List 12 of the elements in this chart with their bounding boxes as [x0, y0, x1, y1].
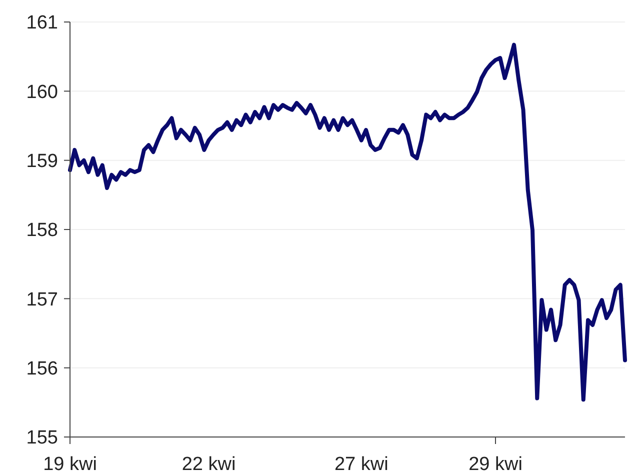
y-tick-label: 156: [26, 358, 58, 380]
x-tick-label: 29 kwi: [468, 454, 522, 474]
y-tick-label: 161: [26, 12, 58, 34]
x-tick-label: 27 kwi: [334, 454, 388, 474]
y-tick-label: 158: [26, 220, 58, 242]
y-tick-label: 159: [26, 150, 58, 172]
x-tick-label: 19 kwi: [43, 454, 97, 474]
y-tick-label: 160: [26, 82, 58, 103]
y-tick-label: 155: [26, 428, 58, 449]
y-tick-label: 157: [26, 289, 58, 310]
x-tick-label: 22 kwi: [182, 454, 236, 474]
line-series: [68, 42, 627, 402]
